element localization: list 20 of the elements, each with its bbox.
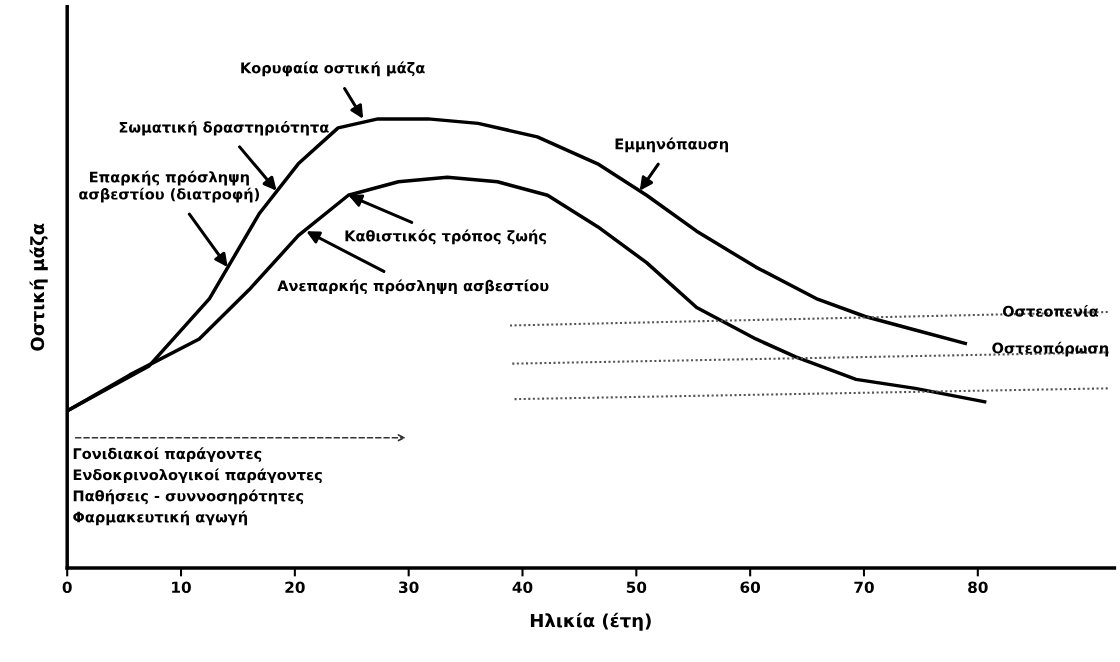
annotation: Εμμηνόπαυση — [615, 137, 728, 153]
annotation: Καθιστικός τρόπος ζωής — [345, 229, 547, 245]
x-tick-label: 70 — [854, 581, 874, 594]
annotation: Επαρκής πρόσληψη ασβεστίου (διατροφή) — [79, 170, 260, 203]
x-tick-label: 0 — [62, 581, 72, 594]
x-tick-label: 60 — [740, 581, 761, 594]
x-tick-label: 20 — [285, 581, 305, 594]
x-tick-label: 10 — [172, 581, 191, 594]
annotation: Σωματική δραστηριότητα — [119, 120, 329, 136]
annotation: Γονιδιακοί παράγοντες Ενδοκρινολογικοί παράγοντες Παθήσεις - συννοσηρότητες Φαρμακευτική αγωγή — [73, 447, 322, 526]
annotation: Οστεοπενία — [1002, 304, 1099, 317]
annotation: Κορυφαία οστική μάζα — [241, 61, 425, 77]
annotation: Οστεοπόρωση — [992, 341, 1109, 357]
x-tick-label: 40 — [512, 581, 533, 594]
x-axis-title: Ηλικία (έτη) — [530, 612, 651, 631]
x-tick-label: 30 — [399, 581, 419, 594]
annotation: Ανεπαρκής πρόσληψη ασβεστίου — [277, 279, 549, 295]
x-tick-label: 50 — [626, 581, 647, 594]
y-axis-title: Οστική μάζα — [29, 223, 48, 351]
x-tick-label: 80 — [968, 581, 988, 594]
